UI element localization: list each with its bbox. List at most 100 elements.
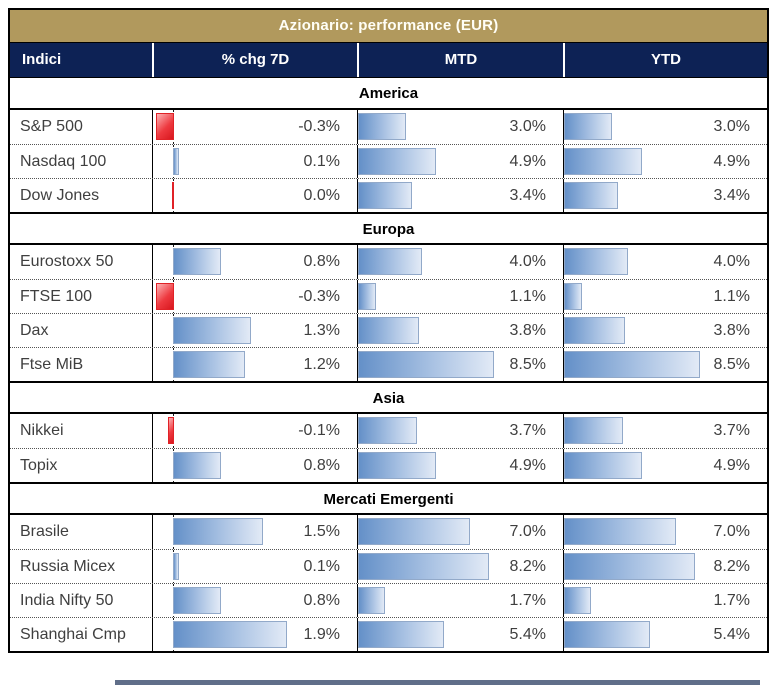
ytd-cell: 3.7% bbox=[563, 414, 767, 448]
index-name: Russia Micex bbox=[20, 558, 116, 575]
value-mtd: 4.9% bbox=[509, 153, 546, 170]
bar-ytd bbox=[564, 182, 619, 209]
bar-7d-positive bbox=[173, 518, 263, 545]
bar-mtd bbox=[358, 317, 419, 344]
bar-mtd bbox=[358, 283, 376, 310]
value-ytd: 3.8% bbox=[713, 322, 750, 339]
bar-mtd bbox=[358, 518, 470, 545]
chg7d-cell: 1.5% bbox=[152, 515, 357, 549]
value-ytd: 3.0% bbox=[713, 118, 750, 135]
mtd-cell: 3.0% bbox=[357, 110, 563, 144]
value-ytd: 3.7% bbox=[713, 422, 750, 439]
ytd-cell: 4.9% bbox=[563, 145, 767, 178]
index-name: Shanghai Cmp bbox=[20, 626, 126, 643]
bar-ytd bbox=[564, 283, 582, 310]
column-header-row: Indici % chg 7D MTD YTD bbox=[10, 43, 767, 77]
value-mtd: 1.7% bbox=[509, 592, 546, 609]
table-row: Nikkei -0.1% 3.7% 3.7% bbox=[10, 414, 767, 448]
column-header-ytd: YTD bbox=[563, 43, 767, 77]
table-row: Brasile 1.5% 7.0% 7.0% bbox=[10, 515, 767, 549]
table-row: FTSE 100 -0.3% 1.1% 1.1% bbox=[10, 279, 767, 313]
bar-7d-positive bbox=[173, 553, 179, 580]
bar-ytd bbox=[564, 587, 592, 614]
bar-7d-negative bbox=[156, 113, 174, 140]
chg7d-cell: -0.1% bbox=[152, 414, 357, 448]
chg7d-cell: 0.1% bbox=[152, 550, 357, 583]
chg7d-cell: 1.9% bbox=[152, 618, 357, 651]
mtd-cell: 1.7% bbox=[357, 584, 563, 617]
bar-mtd bbox=[358, 182, 413, 209]
bar-ytd bbox=[564, 148, 643, 175]
index-name: FTSE 100 bbox=[20, 288, 93, 305]
index-name: Nikkei bbox=[20, 422, 64, 439]
value-mtd: 1.1% bbox=[509, 288, 546, 305]
equity-performance-table: Azionario: performance (EUR) Indici % ch… bbox=[8, 8, 769, 653]
table-body: America S&P 500 -0.3% 3.0% 3.0% Nasdaq 100 0.1… bbox=[10, 77, 767, 651]
ytd-cell: 1.7% bbox=[563, 584, 767, 617]
value-mtd: 4.9% bbox=[509, 457, 546, 474]
ytd-cell: 3.4% bbox=[563, 179, 767, 212]
chg7d-cell: 0.1% bbox=[152, 145, 357, 178]
bar-mtd bbox=[358, 113, 406, 140]
value-mtd: 8.2% bbox=[509, 558, 546, 575]
mtd-cell: 4.9% bbox=[357, 449, 563, 482]
value-7d: 0.8% bbox=[303, 457, 340, 474]
value-7d: 0.8% bbox=[303, 253, 340, 270]
value-mtd: 7.0% bbox=[509, 523, 546, 540]
ytd-cell: 8.5% bbox=[563, 348, 767, 381]
chg7d-cell: 0.8% bbox=[152, 245, 357, 279]
value-ytd: 8.2% bbox=[713, 558, 750, 575]
value-mtd: 3.7% bbox=[509, 422, 546, 439]
mtd-cell: 5.4% bbox=[357, 618, 563, 651]
section-band-asia: Asia bbox=[10, 381, 767, 414]
value-7d: -0.1% bbox=[298, 422, 340, 439]
bar-ytd bbox=[564, 351, 700, 378]
bar-ytd bbox=[564, 518, 676, 545]
bar-mtd bbox=[358, 248, 422, 275]
value-ytd: 7.0% bbox=[713, 523, 750, 540]
mtd-cell: 3.7% bbox=[357, 414, 563, 448]
bar-ytd bbox=[564, 452, 643, 479]
value-mtd: 3.0% bbox=[509, 118, 546, 135]
ytd-cell: 7.0% bbox=[563, 515, 767, 549]
value-ytd: 8.5% bbox=[713, 356, 750, 373]
index-name: Eurostoxx 50 bbox=[20, 253, 114, 270]
table-row: Ftse MiB 1.2% 8.5% 8.5% bbox=[10, 347, 767, 381]
table-title: Azionario: performance (EUR) bbox=[10, 10, 767, 43]
table-row: Dow Jones 0.0% 3.4% 3.4% bbox=[10, 178, 767, 212]
ytd-cell: 4.0% bbox=[563, 245, 767, 279]
section-band-america: America bbox=[10, 77, 767, 110]
ytd-cell: 4.9% bbox=[563, 449, 767, 482]
column-header-mtd: MTD bbox=[357, 43, 563, 77]
chg7d-cell: -0.3% bbox=[152, 110, 357, 144]
bar-7d-positive bbox=[173, 587, 221, 614]
index-name: India Nifty 50 bbox=[20, 592, 114, 609]
chg7d-cell: 0.8% bbox=[152, 584, 357, 617]
chg7d-cell: 0.0% bbox=[152, 179, 357, 212]
table-row: Eurostoxx 50 0.8% 4.0% 4.0% bbox=[10, 245, 767, 279]
value-7d: -0.3% bbox=[298, 288, 340, 305]
bar-7d-positive bbox=[173, 621, 287, 648]
index-name: Dax bbox=[20, 322, 49, 339]
value-ytd: 4.9% bbox=[713, 153, 750, 170]
index-name: Brasile bbox=[20, 523, 69, 540]
value-7d: -0.3% bbox=[298, 118, 340, 135]
bar-ytd bbox=[564, 113, 612, 140]
index-name: S&P 500 bbox=[20, 118, 83, 135]
table-row: Shanghai Cmp 1.9% 5.4% 5.4% bbox=[10, 617, 767, 651]
bar-mtd bbox=[358, 621, 445, 648]
bar-7d-positive bbox=[173, 148, 179, 175]
chg7d-cell: 1.2% bbox=[152, 348, 357, 381]
value-ytd: 5.4% bbox=[713, 626, 750, 643]
bar-ytd bbox=[564, 553, 696, 580]
value-7d: 0.1% bbox=[303, 153, 340, 170]
mtd-cell: 8.5% bbox=[357, 348, 563, 381]
bar-mtd bbox=[358, 417, 418, 444]
column-header-chg7d: % chg 7D bbox=[152, 43, 357, 77]
table-row: Nasdaq 100 0.1% 4.9% 4.9% bbox=[10, 144, 767, 178]
mtd-cell: 1.1% bbox=[357, 280, 563, 313]
mtd-cell: 4.9% bbox=[357, 145, 563, 178]
bar-7d-negative bbox=[156, 283, 174, 310]
table-row: India Nifty 50 0.8% 1.7% 1.7% bbox=[10, 583, 767, 617]
bar-7d-positive bbox=[173, 248, 221, 275]
